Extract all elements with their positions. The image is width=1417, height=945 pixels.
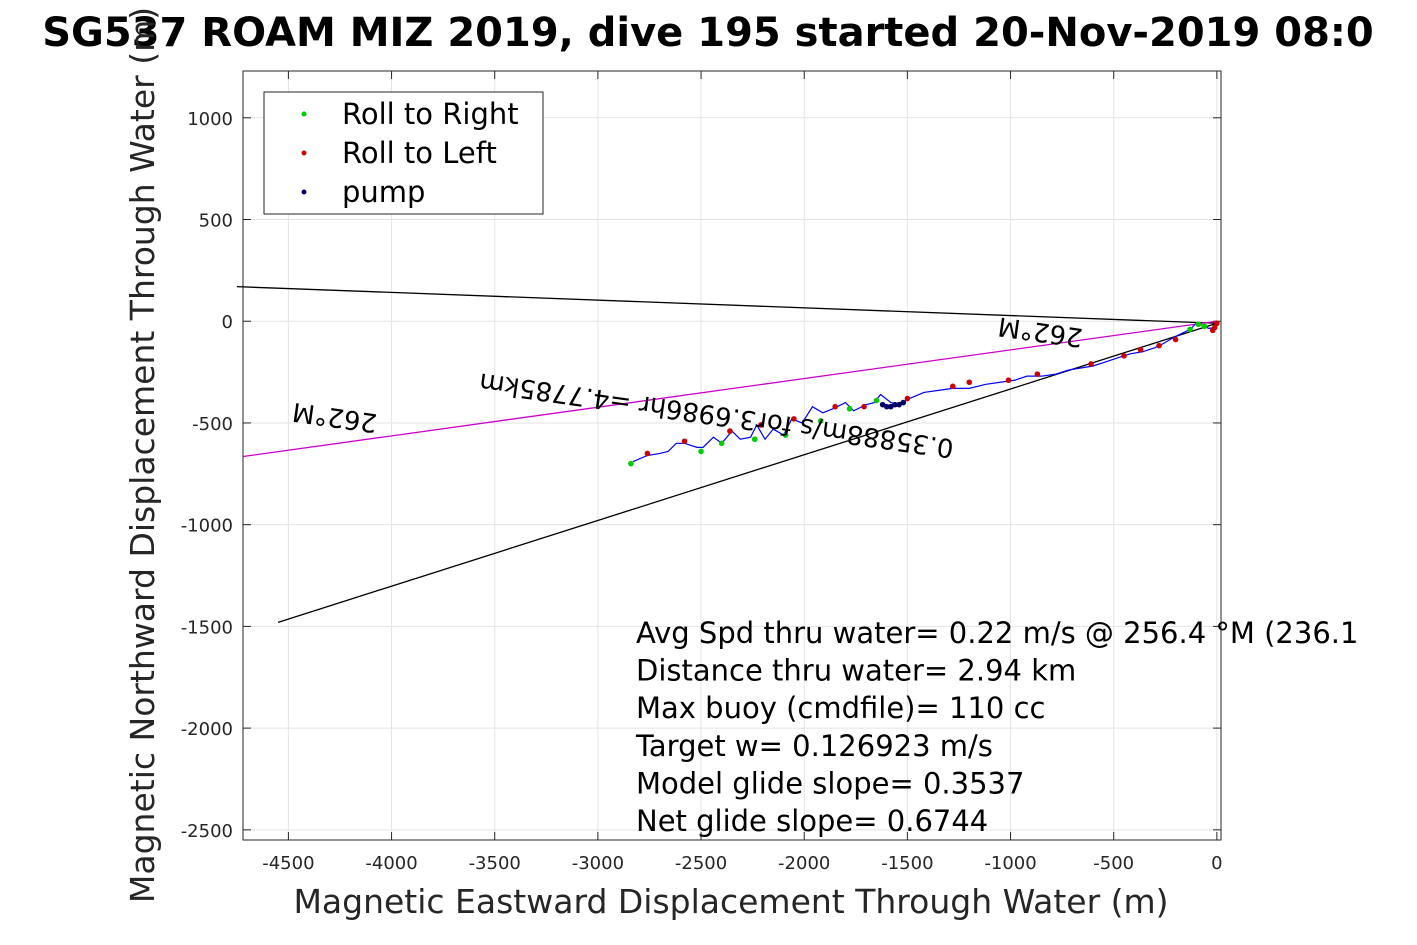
marker-roll-to-left	[1209, 327, 1216, 334]
marker-roll-to-left	[1088, 361, 1094, 367]
marker-roll-to-right	[873, 397, 880, 404]
marker-roll-to-right	[751, 436, 758, 443]
marker-roll-to-left	[861, 403, 867, 410]
reference-line	[277, 322, 1218, 623]
marker-pump	[888, 403, 894, 410]
x-tick-label: -4000	[365, 853, 417, 874]
reference-line	[236, 285, 1217, 324]
x-tick-label: -2500	[675, 853, 727, 874]
plot-label: 262°M	[996, 310, 1084, 352]
marker-roll-to-right	[782, 432, 789, 438]
marker-roll-to-left	[966, 379, 973, 386]
x-tick-label: -500	[1093, 853, 1134, 874]
annotation-line: Distance thru water= 2.94 km	[636, 654, 1076, 688]
marker-pump	[896, 401, 902, 408]
y-tick-label: -500	[192, 414, 233, 435]
y-tick-label: 0	[222, 312, 233, 333]
marker-roll-to-right	[628, 460, 634, 467]
y-tick-label: -1500	[181, 617, 233, 638]
x-tick-label: 0	[1211, 853, 1222, 874]
legend-entry: Roll to Right	[342, 97, 519, 131]
reference-line	[242, 320, 1217, 458]
annotations: Avg Spd thru water= 0.22 m/s @ 256.4 °M …	[635, 616, 1358, 838]
marker-roll-to-right	[1187, 326, 1193, 333]
marker-roll-to-left	[791, 416, 797, 422]
x-axis-label: Magnetic Eastward Displacement Through W…	[293, 882, 1168, 921]
marker-roll-to-left	[1005, 377, 1012, 384]
marker-roll-to-left	[1156, 342, 1162, 349]
x-tick-label: -3000	[572, 853, 624, 874]
marker-roll-to-right	[817, 418, 824, 424]
y-tick-label: -2000	[181, 719, 233, 740]
marker-roll-to-left	[1172, 336, 1179, 343]
marker-roll-to-left	[1034, 371, 1041, 377]
legend: Roll to Right Roll to Left pump	[263, 91, 544, 215]
marker-roll-to-left	[758, 422, 764, 428]
annotation-line: Target w= 0.126923 m/s	[635, 729, 993, 763]
x-tick-label: -3500	[469, 853, 521, 874]
marker-roll-to-left	[832, 403, 838, 410]
marker-roll-to-right	[846, 405, 853, 412]
data-series	[628, 320, 1220, 467]
plot-labels: 262°M 0.35888m/s for3.6986hr =4.7785km262…	[291, 310, 1085, 462]
y-tick-label: -1000	[181, 516, 233, 537]
marker-roll-to-left	[949, 383, 956, 390]
marker-roll-to-left	[1137, 346, 1144, 353]
y-axis-label: Magnetic Northward Displacement Through …	[123, 7, 162, 903]
plot-label: 262°M	[291, 396, 379, 438]
marker-roll-to-right	[1201, 323, 1208, 330]
legend-marker	[301, 111, 307, 117]
legend-box	[263, 91, 544, 215]
x-tick-label: -2000	[778, 853, 830, 874]
marker-roll-to-left	[644, 450, 651, 457]
marker-roll-to-right	[718, 440, 725, 447]
marker-roll-to-left	[1121, 353, 1127, 359]
plot-area	[242, 70, 1222, 841]
marker-roll-to-left	[904, 395, 911, 402]
annotation-line: Net glide slope= 0.6744	[636, 804, 988, 838]
x-tick-label: -1500	[881, 853, 933, 874]
marker-pump	[879, 401, 886, 408]
marker-roll-to-right	[698, 448, 704, 455]
y-tick-label: 1000	[187, 109, 233, 130]
x-tick-label: -4500	[262, 853, 314, 874]
marker-roll-to-right	[1195, 321, 1202, 328]
legend-entry: pump	[342, 175, 425, 209]
y-tick-label: -2500	[181, 821, 233, 842]
legend-entry: Roll to Left	[342, 136, 497, 170]
annotation-line: Avg Spd thru water= 0.22 m/s @ 256.4 °M …	[636, 616, 1358, 650]
x-tick-label: -1000	[984, 853, 1036, 874]
legend-marker	[301, 189, 307, 195]
legend-marker	[301, 150, 307, 156]
chart-title: SG537 ROAM MIZ 2019, dive 195 started 20…	[42, 10, 1374, 56]
marker-roll-to-left	[727, 428, 733, 434]
axis-ticks: -4500 -4000 -3500 -3000 -2500 -2000 -1500 -1000…	[181, 71, 1223, 874]
annotation-line: Model glide slope= 0.3537	[636, 766, 1024, 800]
annotation-line: Max buoy (cmdfile)= 110 cc	[636, 691, 1045, 725]
marker-roll-to-left	[681, 438, 688, 445]
y-tick-label: 500	[199, 211, 233, 232]
